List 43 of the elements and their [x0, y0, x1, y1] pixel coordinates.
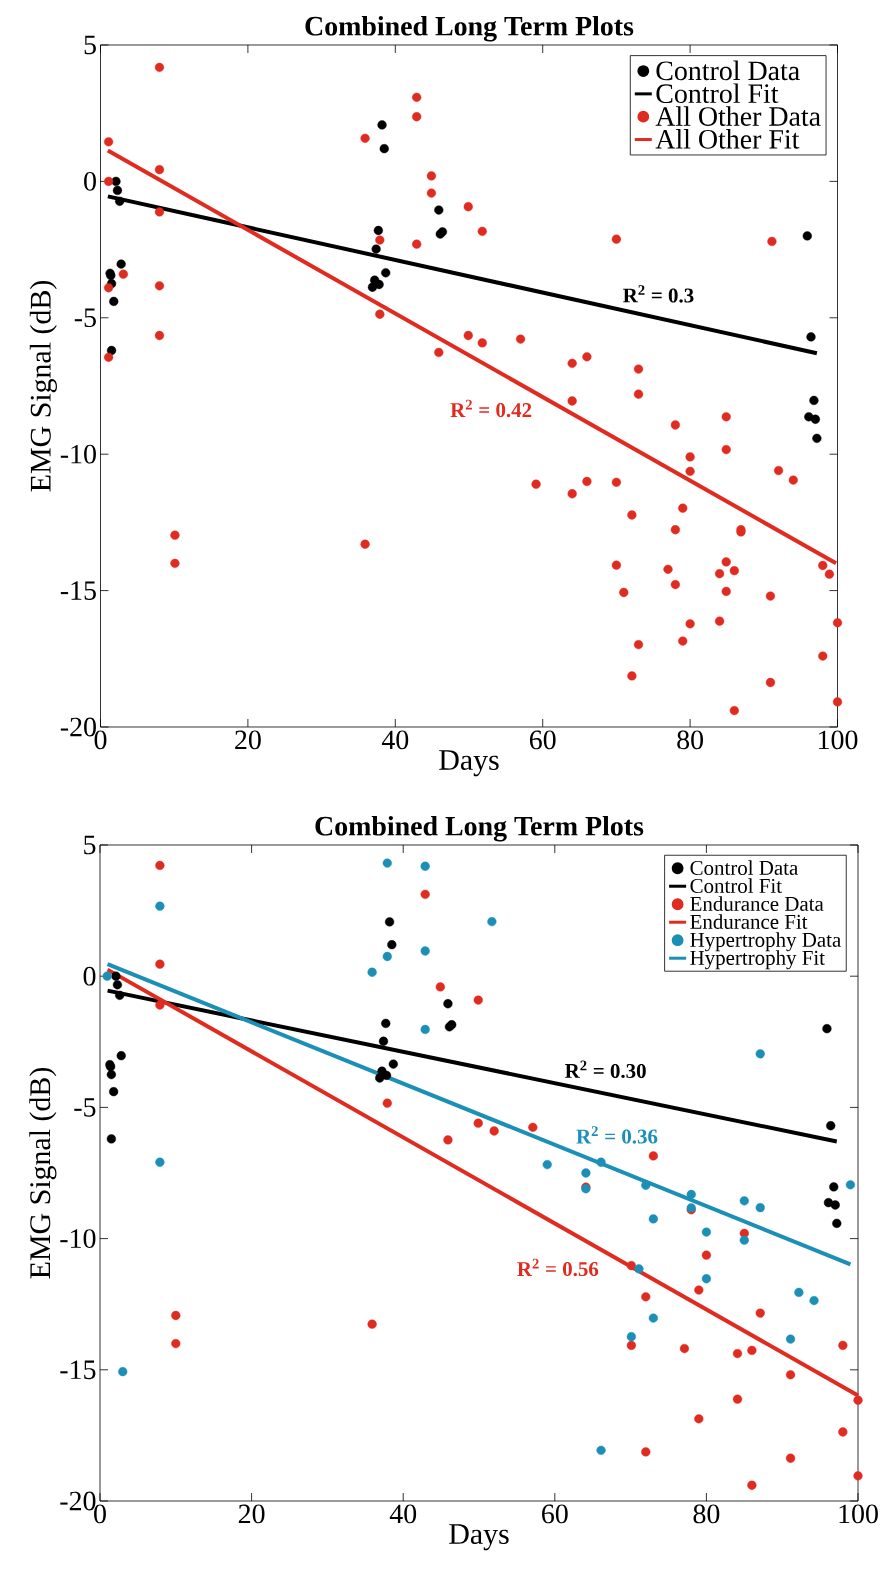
x-tick-label: 20	[238, 1504, 265, 1524]
legend-label: All Other Data	[655, 106, 821, 126]
annotation: R$^{2}$ = 0.30	[564, 1060, 646, 1079]
y-tick-label: -5	[74, 1098, 96, 1117]
y-tick-label: -15	[60, 581, 96, 600]
y-tick-label: -10	[60, 444, 96, 464]
x-tick-label: 80	[693, 1504, 720, 1524]
y-tick-label: -20	[60, 717, 96, 737]
legend-label: All Other Fit	[655, 129, 800, 149]
legend-label: Control Data	[690, 860, 798, 875]
annotation: R$^{2}$ = 0.42	[450, 399, 532, 418]
y-tick-label: -5	[74, 308, 96, 328]
chart-title: Combined Long Term Plots	[305, 15, 634, 42]
x-tick-label: 40	[389, 1504, 417, 1524]
annotation: R$^{2}$ = 0.3	[623, 285, 694, 303]
y-tick-label: 0	[84, 171, 96, 191]
legend-label: Hypertrophy Fit	[690, 950, 825, 970]
x-axis-title: Days	[439, 750, 499, 777]
legend-label: Control Data	[656, 60, 800, 81]
legend-label: Endurance Data	[690, 896, 824, 911]
x-tick-label: 20	[235, 730, 261, 750]
chart-title: Combined Long Term Plots	[315, 815, 644, 842]
y-axis-title: EMG Signal (dB)	[29, 281, 57, 492]
legend-label: Hypertrophy Data	[690, 932, 841, 952]
legend-label: Endurance Fit	[690, 914, 808, 929]
x-tick-label: 100	[839, 1504, 878, 1524]
x-axis-title: Days	[449, 1524, 509, 1551]
y-axis-title: EMG Signal (dB)	[29, 1068, 57, 1279]
legend-label: Control Fit	[656, 83, 779, 104]
annotation: R$^{2}$ = 0.36	[576, 1126, 658, 1144]
y-tick-label: 5	[84, 835, 96, 855]
y-tick-label: -10	[60, 1229, 96, 1248]
y-tick-label: -20	[60, 1491, 96, 1511]
x-tick-label: 100	[819, 730, 858, 750]
x-tick-label: 40	[381, 730, 409, 750]
y-tick-label: 5	[84, 35, 96, 55]
x-tick-label: 60	[542, 1504, 568, 1524]
x-tick-label: 80	[677, 730, 703, 750]
y-tick-label: -15	[60, 1360, 96, 1380]
legend-label: Control Fit	[690, 878, 782, 893]
y-tick-label: 0	[83, 966, 96, 986]
x-tick-label: 60	[529, 730, 556, 750]
annotation: R$^{2}$ = 0.56	[517, 1258, 599, 1277]
